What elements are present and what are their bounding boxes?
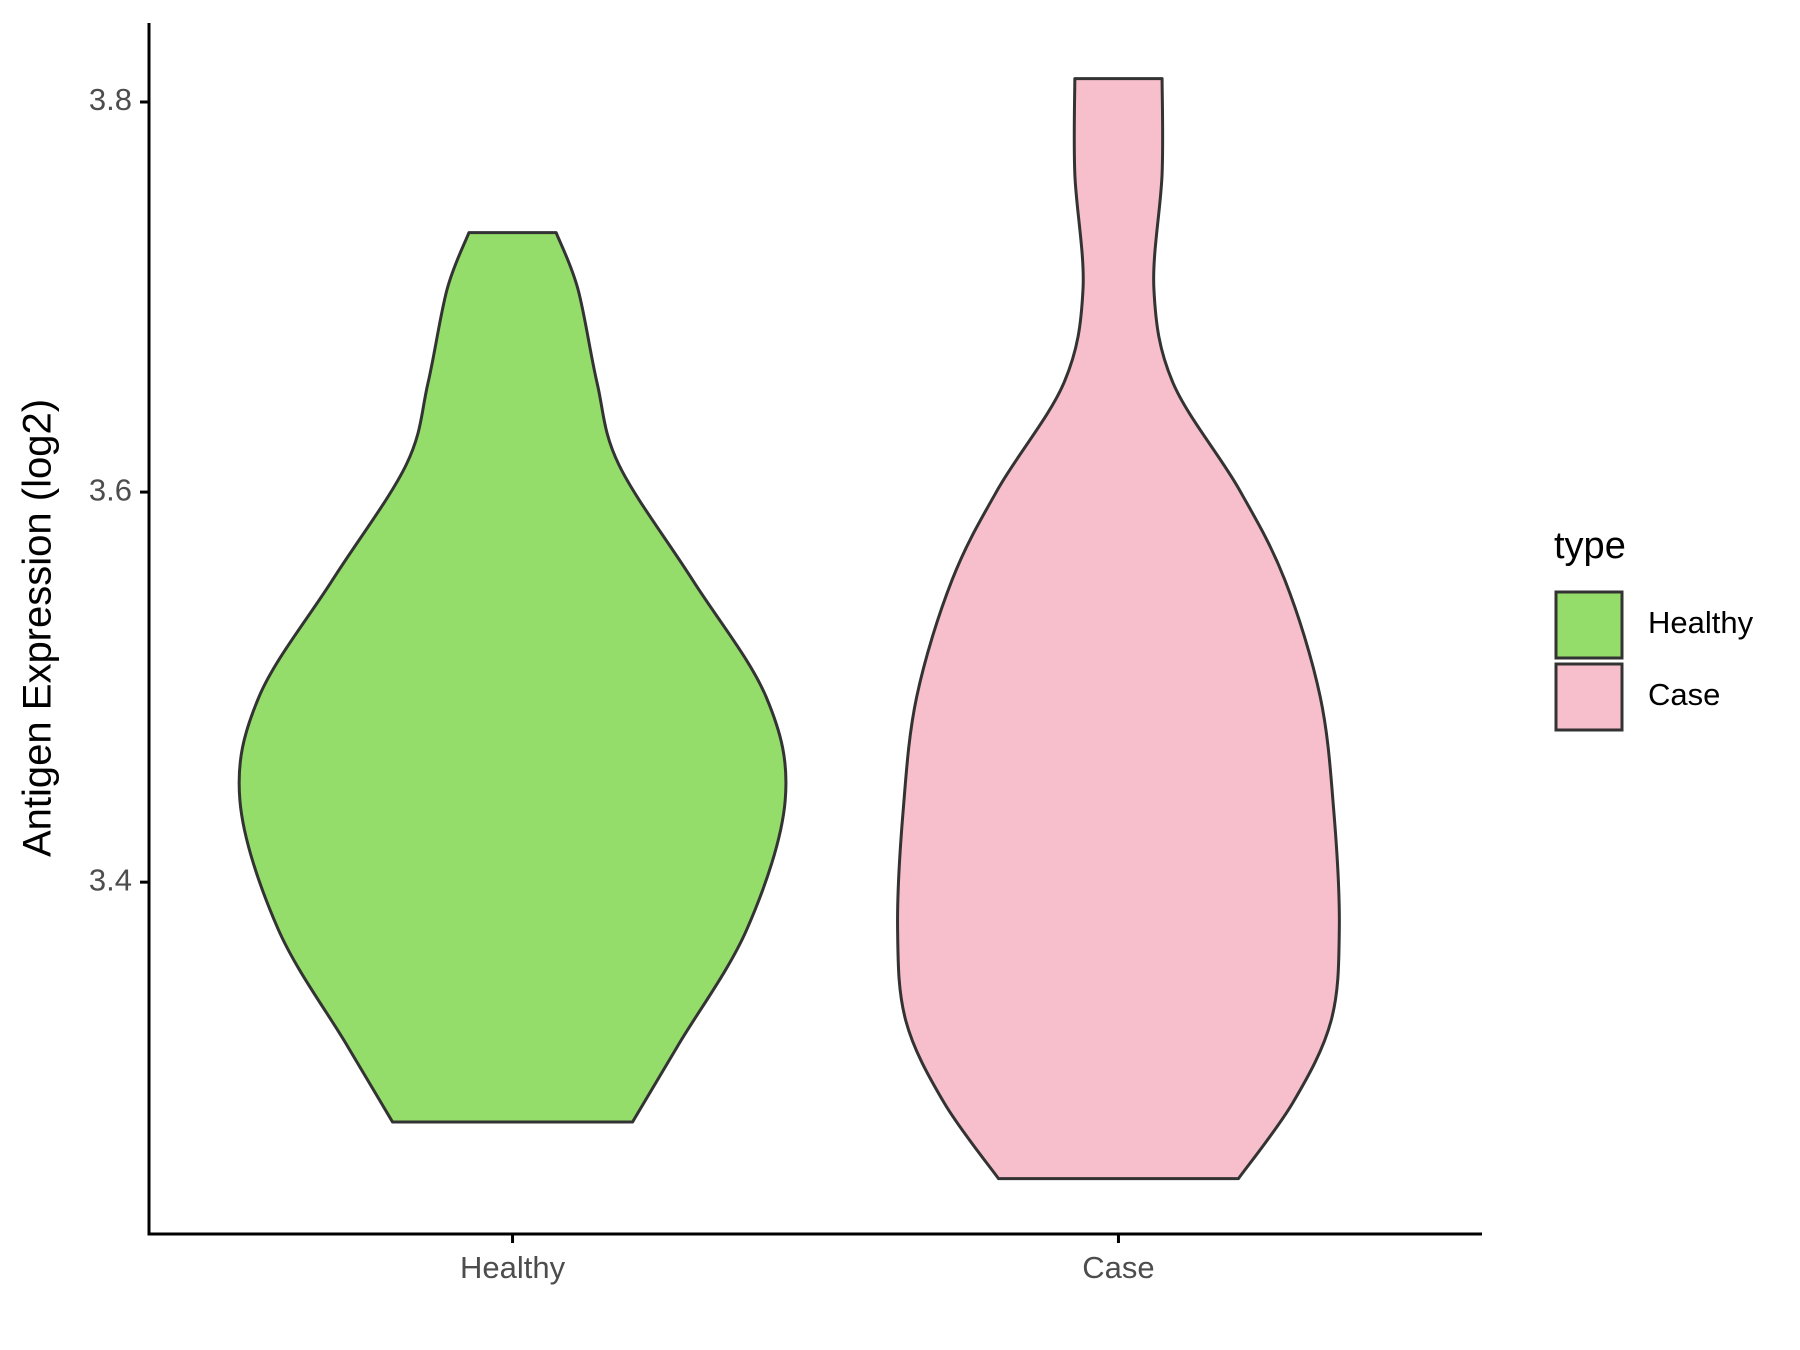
- legend-label: Case: [1648, 677, 1720, 712]
- legend-key: [1554, 662, 1624, 732]
- y-axis-title: Antigen Expression (log2): [16, 399, 60, 857]
- y-tick-label: 3.8: [89, 82, 132, 117]
- violin: [237, 231, 788, 1124]
- legend-title: type: [1554, 525, 1626, 567]
- y-tick-label: 3.4: [89, 862, 132, 897]
- x-tick-label: Case: [1082, 1250, 1154, 1285]
- legend-label: Healthy: [1648, 605, 1754, 640]
- y-tick-label: 3.6: [89, 472, 132, 507]
- x-tick-label: Healthy: [460, 1250, 566, 1285]
- violin: [896, 77, 1341, 1181]
- legend-key: [1554, 590, 1624, 660]
